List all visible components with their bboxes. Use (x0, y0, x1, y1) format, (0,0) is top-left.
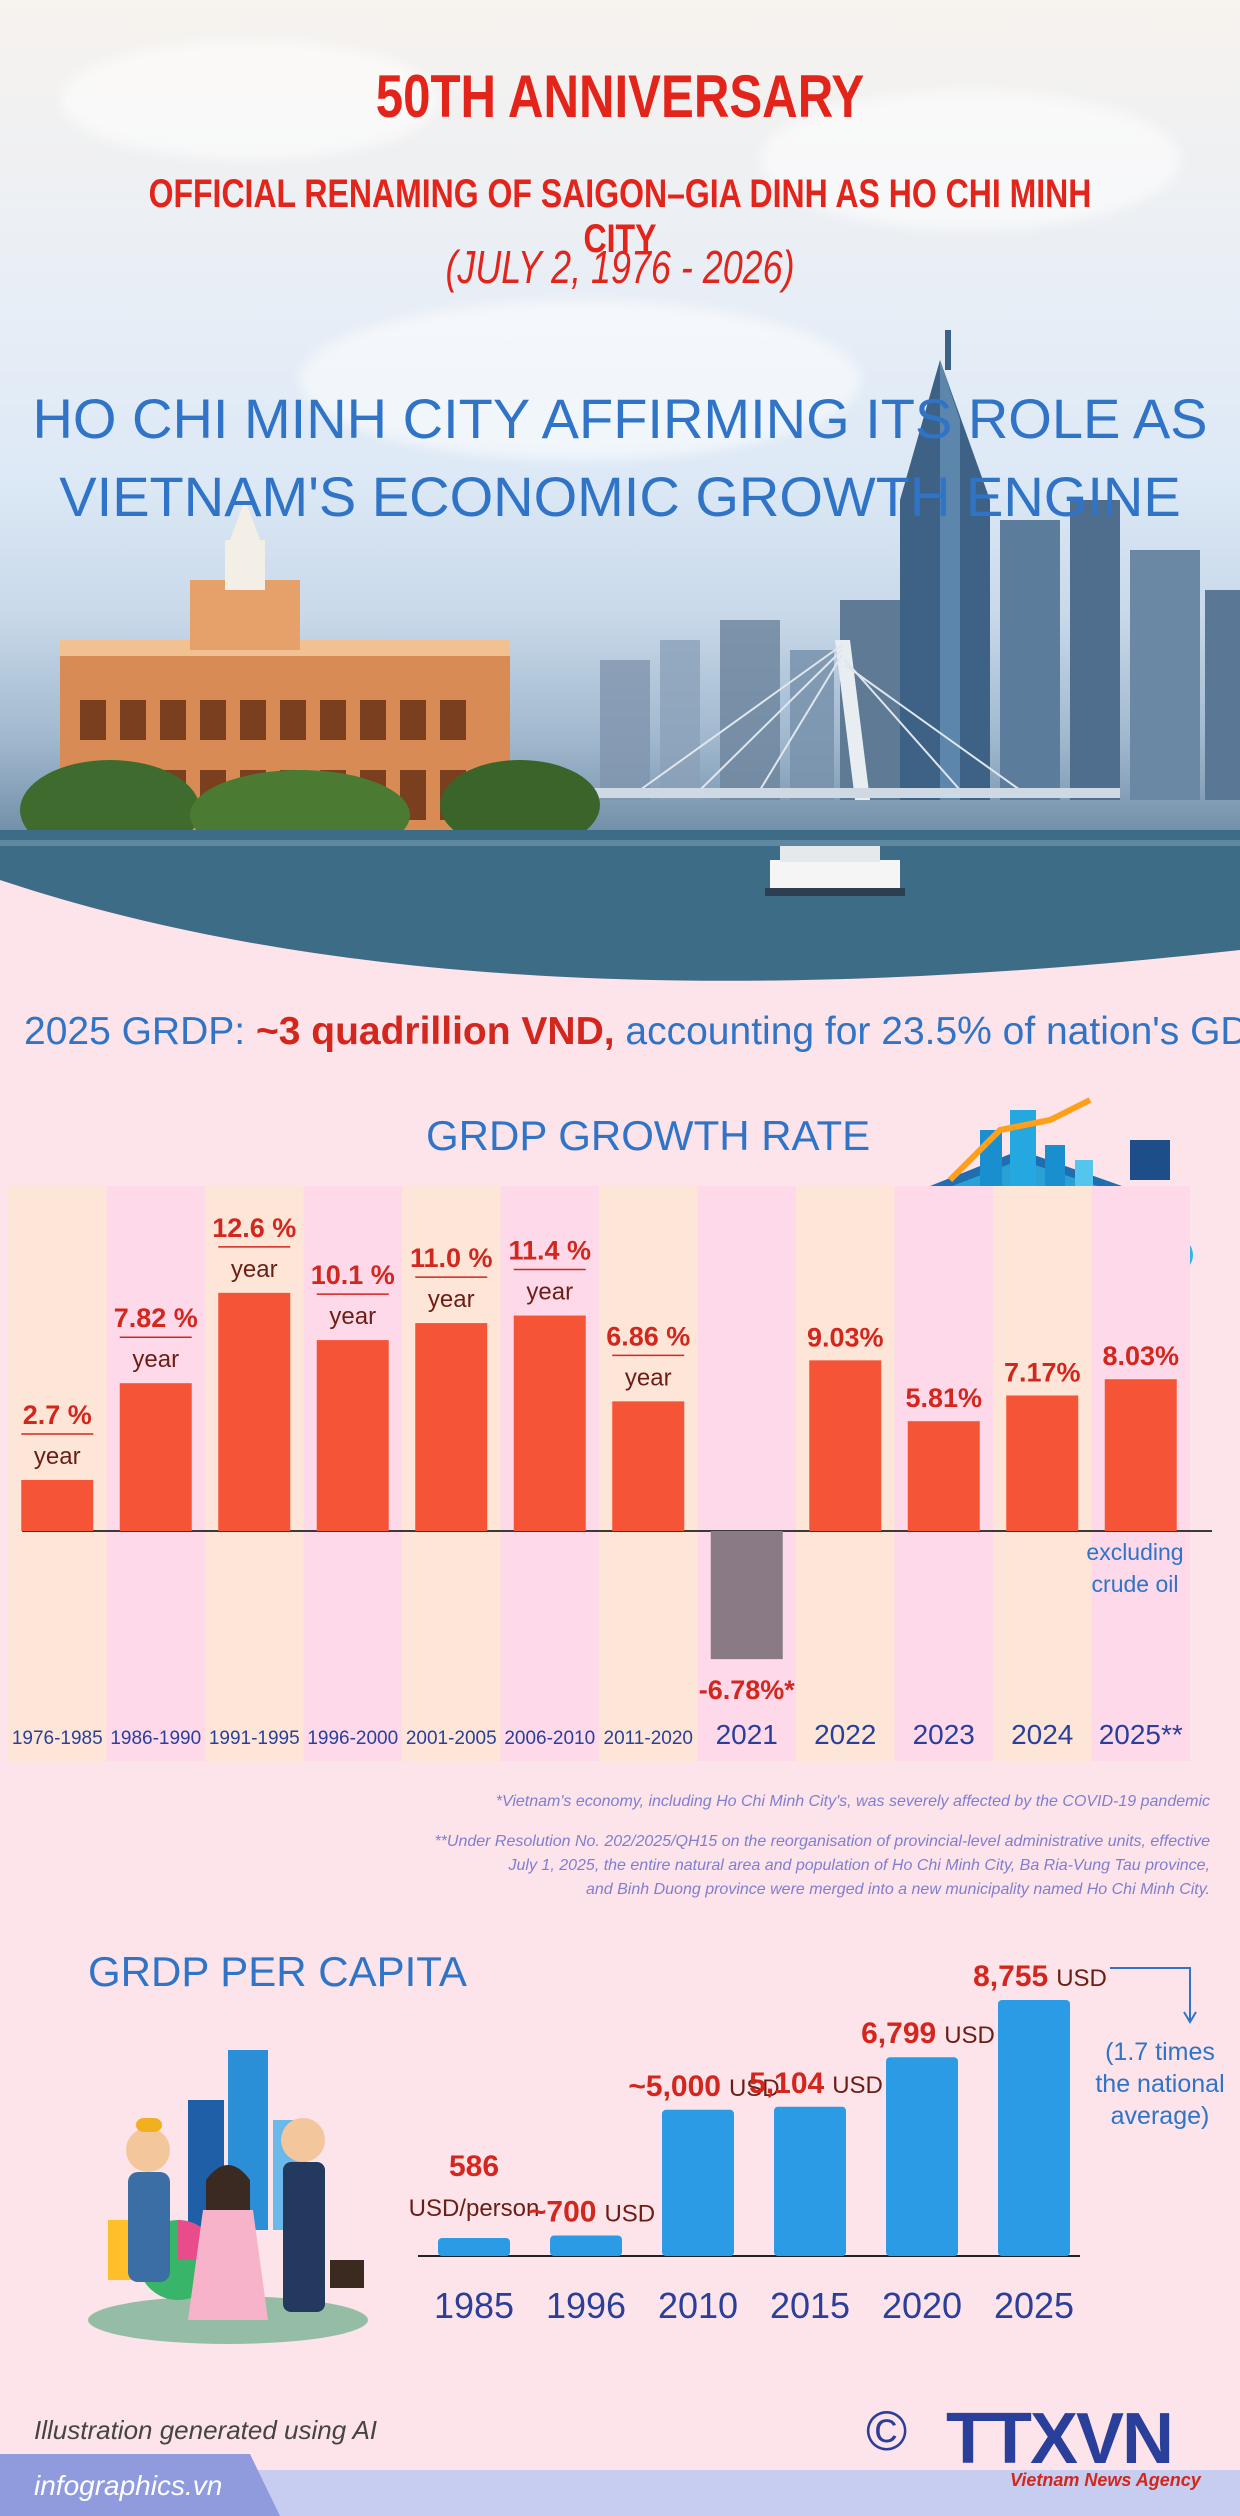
period-unit-label: year (625, 1364, 672, 1391)
category-label: 2006-2010 (504, 1728, 595, 1749)
growth-value-label: 9.03% (807, 1322, 884, 1352)
anniversary-title: 50TH ANNIVERSARY (375, 63, 865, 130)
year-label: 2015 (770, 2285, 850, 2326)
workers-illustration (88, 2050, 368, 2344)
column-band (8, 1186, 107, 1761)
growth-value-label: -6.78%* (699, 1675, 796, 1705)
per-capita-bar (774, 2106, 846, 2256)
per-capita-bar (998, 2000, 1070, 2256)
growth-chart-title: GRDP GROWTH RATE (426, 1112, 871, 1159)
period-unit-label: year (428, 1286, 475, 1313)
resolution-line-1: **Under Resolution No. 202/2025/QH15 on … (434, 1833, 1210, 1850)
headline-line-1: HO CHI MINH CITY AFFIRMING ITS ROLE AS (32, 387, 1208, 450)
category-label: 1976-1985 (12, 1728, 103, 1749)
grdp-value: ~3 quadrillion VND, (255, 1010, 615, 1053)
per-capita-bar (438, 2238, 510, 2256)
growth-value-label: 10.1 % (311, 1260, 395, 1290)
growth-rate-chart: 2.7 % year 1976-1985 7.82 % year 1986-1990 12.… (8, 1186, 1212, 1761)
category-label: 2021 (716, 1719, 778, 1750)
category-label: 1986-1990 (110, 1728, 201, 1749)
per-capita-value: ~700 USD (529, 2196, 655, 2229)
period-unit-label: year (132, 1346, 179, 1373)
resolution-line-3: and Binh Duong province were merged into… (585, 1881, 1210, 1898)
growth-bar (316, 1340, 389, 1531)
growth-value-label: 8.03% (1102, 1341, 1179, 1371)
year-label: 2025 (994, 2285, 1074, 2326)
category-label: 1996-2000 (307, 1728, 398, 1749)
period-unit-label: year (34, 1443, 81, 1470)
hero-banner: 50TH ANNIVERSARY OFFICIAL RENAMING OF SA… (0, 0, 1240, 990)
headline: HO CHI MINH CITY AFFIRMING ITS ROLE AS V… (0, 380, 1240, 536)
growth-value-label: 2.7 % (23, 1400, 92, 1430)
period-unit-label: year (329, 1303, 376, 1330)
period-unit-label: year (526, 1279, 573, 1306)
year-label: 2020 (882, 2285, 962, 2326)
category-label: 1991-1995 (209, 1728, 300, 1749)
year-label: 1996 (546, 2285, 626, 2326)
copyright-icon: © (866, 2399, 908, 2462)
grdp-summary: 2025 GRDP: ~3 quadrillion VND, accountin… (24, 1010, 1240, 1054)
footer-bar (0, 2454, 1240, 2516)
resolution-footnote: **Under Resolution No. 202/2025/QH15 on … (434, 1830, 1210, 1902)
date-range: (JULY 2, 1976 - 2026) (445, 241, 795, 293)
per-capita-value: 5,104 USD (749, 2067, 883, 2100)
growth-value-label: 11.4 % (508, 1236, 591, 1266)
logo-subtitle: Vietnam News Agency (1010, 2470, 1201, 2490)
per-capita-chart: 1985 586 USD/person 1996 ~700 USD 2010 ~5,000 US… (409, 1960, 1107, 2326)
per-capita-value: 586 (449, 2150, 499, 2183)
grdp-suffix: accounting for 23.5% of nation's GDP (614, 1010, 1240, 1053)
per-capita-bar (662, 2109, 734, 2256)
growth-bar (21, 1479, 94, 1531)
ttxvn-logo: TTXVN (946, 2399, 1174, 2479)
year-label: 2010 (658, 2285, 738, 2326)
growth-bar (415, 1323, 488, 1531)
per-capita-bar (550, 2235, 622, 2256)
covid-footnote: *Vietnam's economy, including Ho Chi Min… (495, 1793, 1210, 1810)
site-link[interactable]: infographics.vn (34, 2470, 223, 2501)
cloud (760, 90, 1180, 230)
cloud (60, 40, 440, 160)
per-capita-title: GRDP PER CAPITA (88, 1948, 467, 1995)
growth-bar (513, 1315, 586, 1531)
wave-divider (0, 880, 1240, 990)
per-capita-value: 6,799 USD (861, 2017, 995, 2050)
national-average-note: (1.7 times the national average) (1095, 2038, 1225, 2130)
growth-bar (218, 1292, 291, 1531)
growth-value-label: 11.0 % (410, 1243, 493, 1273)
crude-oil-note: excluding crude oil (1086, 1539, 1184, 1597)
growth-bar (612, 1401, 685, 1531)
headline-line-2: VIETNAM'S ECONOMIC GROWTH ENGINE (59, 465, 1181, 528)
cloud (300, 300, 860, 460)
growth-value-label: 7.17% (1004, 1357, 1081, 1387)
category-label: 2023 (913, 1719, 975, 1750)
growth-bar (710, 1531, 783, 1660)
growth-value-label: 7.82 % (114, 1303, 198, 1333)
per-capita-value: ~5,000 USD (628, 2070, 779, 2103)
growth-bar (119, 1383, 192, 1531)
growth-bar (1104, 1379, 1177, 1531)
category-label: 2022 (814, 1719, 876, 1750)
per-capita-unit: USD/person (409, 2195, 540, 2222)
per-capita-bar (886, 2057, 958, 2256)
growth-value-label: 6.86 % (606, 1321, 690, 1351)
category-label: 2001-2005 (406, 1728, 497, 1749)
growth-bar (809, 1360, 882, 1531)
per-capita-value: 8,755 USD (973, 1960, 1107, 1993)
growth-bar (907, 1421, 980, 1531)
renaming-subtitle: OFFICIAL RENAMING OF SAIGON–GIA DINH AS … (148, 172, 1092, 261)
illustration-credit: Illustration generated using AI (34, 2415, 378, 2445)
category-label: 2011-2020 (604, 1728, 693, 1749)
growth-value-label: 12.6 % (212, 1213, 296, 1243)
column-band (697, 1186, 796, 1761)
arrow-to-note (1110, 1967, 1197, 2024)
resolution-line-2: July 1, 2025, the entire natural area an… (508, 1857, 1210, 1874)
growth-bar (1006, 1395, 1079, 1531)
growth-value-label: 5.81% (905, 1383, 982, 1413)
category-label: 2024 (1011, 1719, 1073, 1750)
category-label: 2025** (1099, 1719, 1183, 1750)
year-label: 1985 (434, 2285, 514, 2326)
grdp-prefix: 2025 GRDP: (24, 1010, 256, 1053)
period-unit-label: year (231, 1256, 278, 1283)
